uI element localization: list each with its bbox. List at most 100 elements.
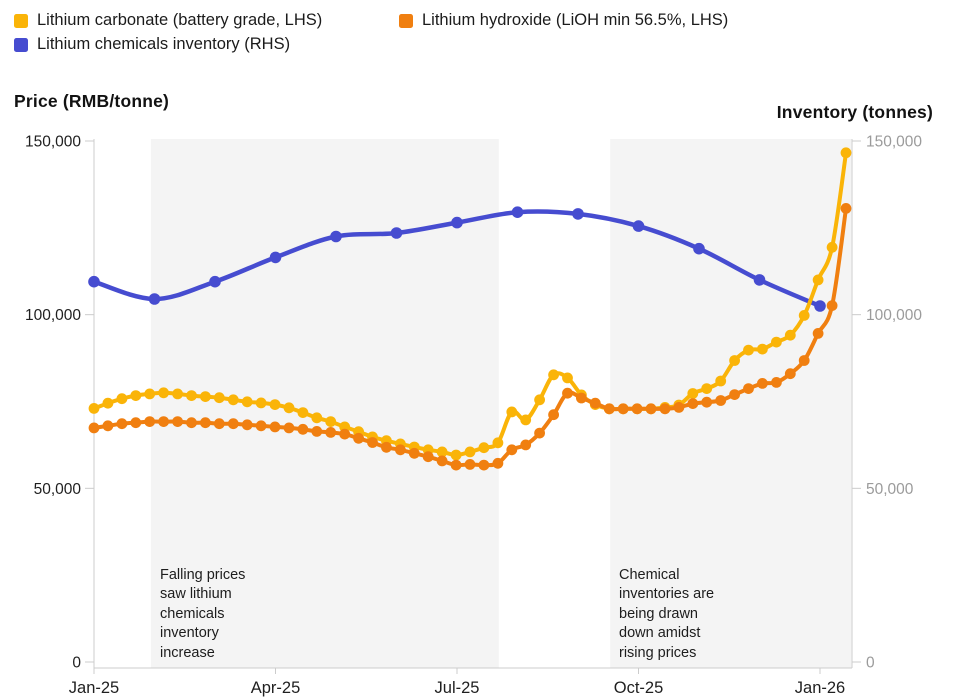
carbonate-data-point xyxy=(492,437,504,449)
hydroxide-data-point xyxy=(576,392,587,404)
hydroxide-data-point xyxy=(283,422,295,434)
hydroxide-data-point xyxy=(255,420,267,432)
carbonate-data-point xyxy=(130,390,142,401)
hydroxide-data-point xyxy=(478,459,490,471)
annotation-falling-prices: Falling prices saw lithium chemicals inv… xyxy=(160,567,246,661)
hydroxide-data-point xyxy=(659,403,671,415)
x-tick-label: Jan-25 xyxy=(69,679,119,697)
carbonate-data-point xyxy=(325,416,337,427)
hydroxide-data-point xyxy=(645,403,657,415)
inventory-data-point xyxy=(148,293,161,305)
hydroxide-data-point xyxy=(743,383,754,394)
hydroxide-data-point xyxy=(116,418,128,430)
hydroxide-data-point xyxy=(422,451,434,463)
inventory-data-point xyxy=(269,251,282,264)
right-axis-title: Inventory (tonnes) xyxy=(776,102,933,122)
carbonate-data-point xyxy=(771,336,782,348)
legend-item-inventory: Lithium chemicals inventory (RHS) xyxy=(14,35,290,54)
hydroxide-data-point xyxy=(673,402,685,413)
hydroxide-data-point xyxy=(241,419,253,431)
hydroxide-data-point xyxy=(784,368,796,380)
carbonate-data-point xyxy=(227,394,239,406)
inventory-data-point xyxy=(693,242,705,255)
carbonate-data-point xyxy=(269,399,281,410)
carbonate-data-point xyxy=(715,375,727,387)
inventory-data-point xyxy=(572,208,584,220)
legend-item-carbonate: Lithium carbonate (battery grade, LHS) xyxy=(14,11,322,30)
inventory-swatch-icon xyxy=(14,37,28,52)
carbonate-data-point xyxy=(701,383,713,394)
legend-label-carbonate: Lithium carbonate (battery grade, LHS) xyxy=(37,11,323,29)
hydroxide-data-point xyxy=(213,418,225,430)
hydroxide-data-point xyxy=(603,403,615,415)
carbonate-data-point xyxy=(520,414,532,426)
carbonate-data-point xyxy=(506,406,518,418)
x-tick-label: Jul-25 xyxy=(435,679,480,697)
carbonate-data-point xyxy=(200,391,211,402)
left-tick-label: 0 xyxy=(72,655,81,672)
hydroxide-data-point xyxy=(172,416,184,427)
carbonate-data-point xyxy=(478,442,490,454)
hydroxide-data-point xyxy=(158,416,170,427)
legend-label-inventory: Lithium chemicals inventory (RHS) xyxy=(37,35,291,53)
hydroxide-swatch-icon xyxy=(399,13,413,28)
hydroxide-data-point xyxy=(297,423,309,435)
legend-item-hydroxide: Lithium hydroxide (LiOH min 56.5%, LHS) xyxy=(399,11,728,30)
carbonate-data-point xyxy=(548,369,559,381)
hydroxide-data-point xyxy=(534,427,545,439)
carbonate-data-point xyxy=(241,396,253,408)
inventory-data-point xyxy=(632,220,645,232)
carbonate-data-point xyxy=(297,407,309,418)
hydroxide-data-point xyxy=(227,418,239,430)
x-tick-label: Oct-25 xyxy=(614,679,664,697)
inventory-data-point xyxy=(88,275,100,288)
hydroxide-data-point xyxy=(102,420,114,432)
right-tick-label: 0 xyxy=(866,655,875,672)
inventory-data-point xyxy=(511,206,524,218)
hydroxide-data-point xyxy=(325,427,337,438)
hydroxide-data-point xyxy=(548,409,559,421)
carbonate-data-point xyxy=(464,446,476,458)
hydroxide-data-point xyxy=(353,432,364,444)
hydroxide-data-point xyxy=(130,417,142,429)
hydroxide-data-point xyxy=(562,387,573,399)
carbonate-data-point xyxy=(812,274,824,286)
carbonate-data-point xyxy=(784,329,796,341)
hydroxide-data-point xyxy=(88,422,100,434)
right-tick-label: 150,000 xyxy=(866,134,922,151)
x-tick-label: Apr-25 xyxy=(251,679,301,697)
left-tick-label: 150,000 xyxy=(25,134,81,151)
carbonate-swatch-icon xyxy=(14,13,28,28)
hydroxide-data-point xyxy=(186,417,197,429)
carbonate-data-point xyxy=(144,388,156,400)
inventory-data-point xyxy=(753,274,766,286)
hydroxide-data-point xyxy=(269,421,281,433)
carbonate-data-point xyxy=(102,397,114,409)
hydroxide-data-point xyxy=(395,444,406,456)
carbonate-data-point xyxy=(450,449,462,461)
right-tick-label: 100,000 xyxy=(866,307,922,324)
x-tick-label: Jan-26 xyxy=(795,679,845,697)
hydroxide-data-point xyxy=(450,459,462,471)
carbonate-data-point xyxy=(826,241,838,253)
hydroxide-data-point xyxy=(715,395,727,406)
carbonate-data-point xyxy=(798,310,810,321)
carbonate-data-point xyxy=(116,393,128,405)
carbonate-data-point xyxy=(88,403,100,414)
hydroxide-data-point xyxy=(200,417,211,429)
legend-label-hydroxide: Lithium hydroxide (LiOH min 56.5%, LHS) xyxy=(422,11,729,29)
hydroxide-data-point xyxy=(381,441,392,453)
inventory-data-point xyxy=(330,230,342,243)
carbonate-data-point xyxy=(562,372,573,384)
carbonate-data-point xyxy=(743,344,754,356)
hydroxide-data-point xyxy=(757,378,768,389)
inventory-data-point xyxy=(209,275,221,288)
hydroxide-data-point xyxy=(826,300,838,311)
left-tick-label: 50,000 xyxy=(34,481,82,498)
left-axis-title: Price (RMB/tonne) xyxy=(14,91,170,111)
hydroxide-data-point xyxy=(798,355,810,366)
hydroxide-data-point xyxy=(144,416,156,427)
carbonate-data-point xyxy=(311,412,323,424)
